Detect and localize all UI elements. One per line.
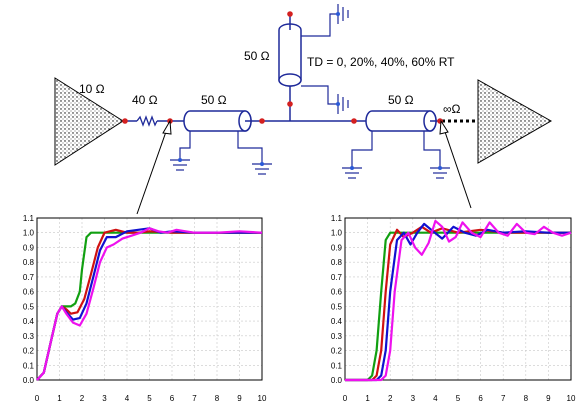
- series-line-1: [36, 228, 262, 381]
- stub-impedance-label: 50 Ω: [244, 49, 270, 63]
- x-tick-label: 8: [215, 394, 220, 403]
- transmission-line-1: [179, 110, 263, 164]
- line1-impedance-label: 50 Ω: [201, 93, 227, 107]
- x-tick-label: 9: [546, 394, 551, 403]
- x-tick-label: 1: [365, 394, 370, 403]
- series-resistor-label: 40 Ω: [132, 93, 158, 107]
- y-tick-label: 0.7: [331, 273, 343, 282]
- time-delay-label: TD = 0, 20%, 40%, 60% RT: [307, 55, 455, 69]
- series-line-3: [36, 227, 263, 381]
- y-tick-label: 0.6: [331, 288, 343, 297]
- y-tick-label: 0.9: [23, 243, 35, 252]
- y-tick-label: 0.9: [331, 243, 343, 252]
- x-tick-label: 6: [478, 394, 483, 403]
- y-tick-label: 0.0: [23, 376, 35, 385]
- grid: [36, 217, 263, 381]
- x-tick-label: 0: [35, 394, 40, 403]
- x-tick-label: 10: [567, 394, 576, 403]
- y-tick-label: 1.0: [331, 229, 343, 238]
- x-tick-label: 6: [170, 394, 175, 403]
- y-tick-label: 0.8: [23, 258, 35, 267]
- y-tick-label: 0.7: [23, 273, 35, 282]
- probe-arrow-right: [439, 119, 472, 209]
- driver-resistance-label: 10 Ω: [79, 82, 105, 96]
- y-tick-label: 0.2: [331, 347, 343, 356]
- y-tick-label: 0.8: [331, 258, 343, 267]
- y-tick-label: 1.0: [23, 229, 35, 238]
- y-tick-label: 0.3: [23, 332, 35, 341]
- x-tick-label: 4: [433, 394, 438, 403]
- plot-frame: [344, 217, 572, 381]
- series-resistor: [136, 115, 158, 127]
- line2-impedance-label: 50 Ω: [388, 93, 414, 107]
- y-tick-label: 0.1: [331, 361, 343, 370]
- x-tick-label: 7: [501, 394, 506, 403]
- y-tick-label: 0.5: [23, 302, 35, 311]
- x-tick-label: 0: [343, 394, 348, 403]
- x-tick-label: 5: [147, 394, 152, 403]
- y-tick-label: 0.2: [23, 347, 35, 356]
- driver-buffer: [54, 77, 124, 166]
- y-tick-label: 1.1: [331, 214, 343, 223]
- plot-frame: [36, 217, 263, 381]
- x-tick-label: 9: [237, 394, 242, 403]
- ground-node-dots: [178, 12, 442, 170]
- x-tick-label: 3: [411, 394, 416, 403]
- probe-arrow-left: [136, 119, 172, 215]
- series-line-3: [345, 219, 572, 382]
- grid: [344, 217, 572, 381]
- schematic: 10 Ω 40 Ω 50 Ω: [54, 4, 553, 215]
- y-tick-label: 0.4: [23, 317, 35, 326]
- y-tick-label: 0.5: [331, 302, 343, 311]
- y-tick-label: 0.6: [23, 288, 35, 297]
- far-end-waveform-chart: 0 1 2 3 4 5 6 7 8 9 10 0.0 0.1 0.2 0.3 0.4 0.5 0.6 0.7 0.8 0…: [331, 214, 576, 403]
- x-tick-label: 3: [102, 394, 107, 403]
- near-end-waveform-chart: 0 1 2 3 4 5 6 7 8 9 10 0.0 0.1 0.2 0.3 0.4 0.5 0.6 0.7 0.8 0…: [23, 214, 267, 403]
- y-tick-label: 0.0: [331, 376, 343, 385]
- x-tick-label: 8: [524, 394, 529, 403]
- y-tick-label: 1.1: [23, 214, 35, 223]
- y-tick-label: 0.4: [331, 317, 343, 326]
- y-tick-label: 0.1: [23, 361, 35, 370]
- x-tick-label: 10: [258, 394, 267, 403]
- load-impedance-label: ∞Ω: [443, 102, 461, 116]
- x-tick-label: 1: [57, 394, 62, 403]
- x-tick-label: 7: [192, 394, 197, 403]
- receiver-buffer: [477, 79, 553, 164]
- x-tick-label: 4: [125, 394, 130, 403]
- y-tick-label: 0.3: [331, 332, 343, 341]
- transmission-line-2: [351, 110, 441, 168]
- x-tick-label: 2: [80, 394, 85, 403]
- x-tick-label: 5: [456, 394, 461, 403]
- x-tick-label: 2: [388, 394, 393, 403]
